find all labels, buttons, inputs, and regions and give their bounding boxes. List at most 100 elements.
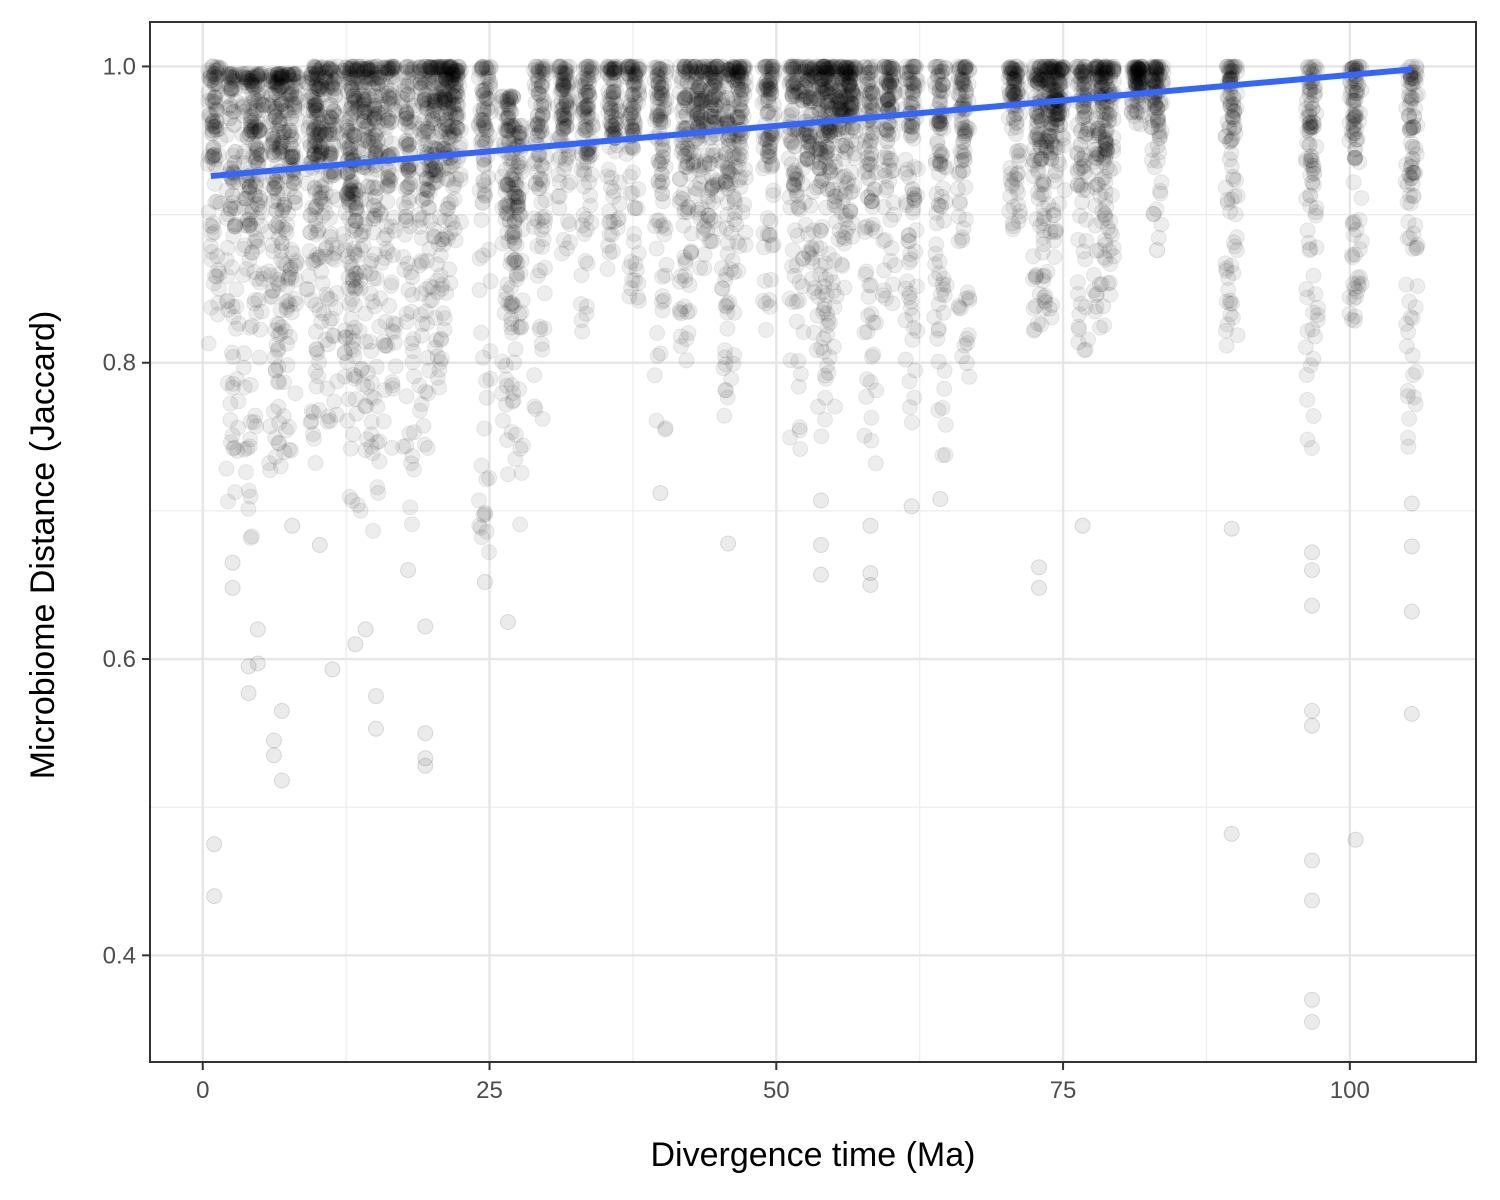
data-point	[271, 66, 288, 83]
data-point	[274, 235, 291, 252]
data-point	[200, 84, 217, 101]
data-point	[383, 114, 400, 130]
data-point	[1005, 110, 1022, 127]
data-point	[280, 65, 296, 82]
data-point	[245, 66, 262, 83]
data-point	[246, 106, 263, 123]
data-point	[219, 292, 236, 309]
data-point	[269, 76, 286, 93]
data-point	[834, 257, 851, 274]
data-point	[248, 150, 265, 167]
data-point	[274, 69, 291, 86]
data-point	[280, 105, 297, 122]
data-point	[278, 293, 295, 310]
data-point	[222, 198, 239, 215]
data-point	[271, 414, 288, 431]
data-point	[220, 206, 237, 223]
data-point	[249, 123, 266, 140]
data-point	[936, 212, 952, 229]
data-point	[283, 442, 299, 459]
data-point	[478, 60, 495, 77]
data-point	[220, 301, 237, 318]
data-point	[438, 285, 455, 301]
data-point	[580, 59, 597, 76]
data-point	[252, 192, 268, 209]
data-point	[792, 441, 809, 458]
data-point	[270, 80, 287, 97]
data-point	[365, 522, 381, 539]
data-point	[245, 114, 262, 131]
data-point	[225, 308, 242, 325]
data-point	[274, 319, 290, 336]
data-point	[265, 74, 282, 91]
data-point	[719, 320, 736, 337]
data-point	[224, 298, 241, 315]
data-column	[278, 65, 307, 534]
outlier-point	[813, 537, 829, 553]
data-point	[322, 412, 339, 429]
data-point	[224, 427, 241, 444]
data-point	[260, 72, 277, 89]
data-point	[381, 297, 398, 314]
data-point	[859, 323, 876, 340]
data-point	[792, 366, 809, 382]
data-point	[226, 116, 243, 133]
data-point	[383, 274, 400, 291]
data-point	[249, 114, 266, 131]
data-point	[245, 121, 262, 138]
data-point	[245, 148, 262, 165]
data-point	[202, 72, 219, 89]
data-point	[267, 75, 284, 92]
data-point	[204, 125, 221, 142]
data-point	[246, 264, 263, 280]
data-point	[247, 153, 264, 169]
data-point	[879, 92, 896, 109]
data-point	[883, 73, 900, 90]
data-point	[227, 67, 244, 84]
data-point	[264, 127, 281, 144]
data-point	[305, 404, 322, 421]
data-point	[445, 78, 462, 95]
data-point	[248, 305, 265, 321]
data-point	[560, 213, 576, 230]
data-point	[820, 364, 837, 381]
data-point	[1150, 116, 1167, 133]
data-point	[1098, 141, 1115, 158]
data-point	[229, 442, 246, 459]
data-point	[206, 147, 223, 163]
data-point	[502, 295, 519, 312]
data-point	[270, 340, 287, 357]
outlier-point	[932, 491, 949, 507]
data-point	[1097, 112, 1113, 128]
data-point	[1050, 152, 1067, 169]
data-point	[397, 208, 414, 225]
data-point	[683, 244, 700, 261]
data-point	[265, 112, 282, 129]
data-point	[280, 85, 296, 102]
data-point	[481, 469, 498, 486]
data-point	[238, 464, 254, 481]
data-point	[1152, 185, 1169, 202]
data-point	[278, 92, 295, 109]
data-point	[274, 68, 291, 85]
data-point	[272, 140, 289, 157]
data-point	[224, 68, 241, 85]
data-point	[273, 68, 290, 85]
data-point	[1147, 95, 1164, 112]
data-point	[275, 255, 292, 272]
data-point	[283, 110, 300, 127]
data-point	[248, 230, 265, 247]
data-point	[678, 352, 695, 369]
data-point	[841, 75, 858, 92]
data-point	[936, 362, 953, 379]
data-point	[203, 149, 220, 165]
data-point	[242, 206, 258, 222]
data-point	[199, 155, 216, 172]
data-point	[209, 248, 226, 265]
outlier-point	[417, 725, 434, 742]
data-point	[247, 119, 263, 136]
data-point	[658, 256, 675, 273]
data-point	[271, 112, 288, 129]
outlier-point	[1149, 242, 1166, 259]
data-point	[226, 70, 243, 87]
